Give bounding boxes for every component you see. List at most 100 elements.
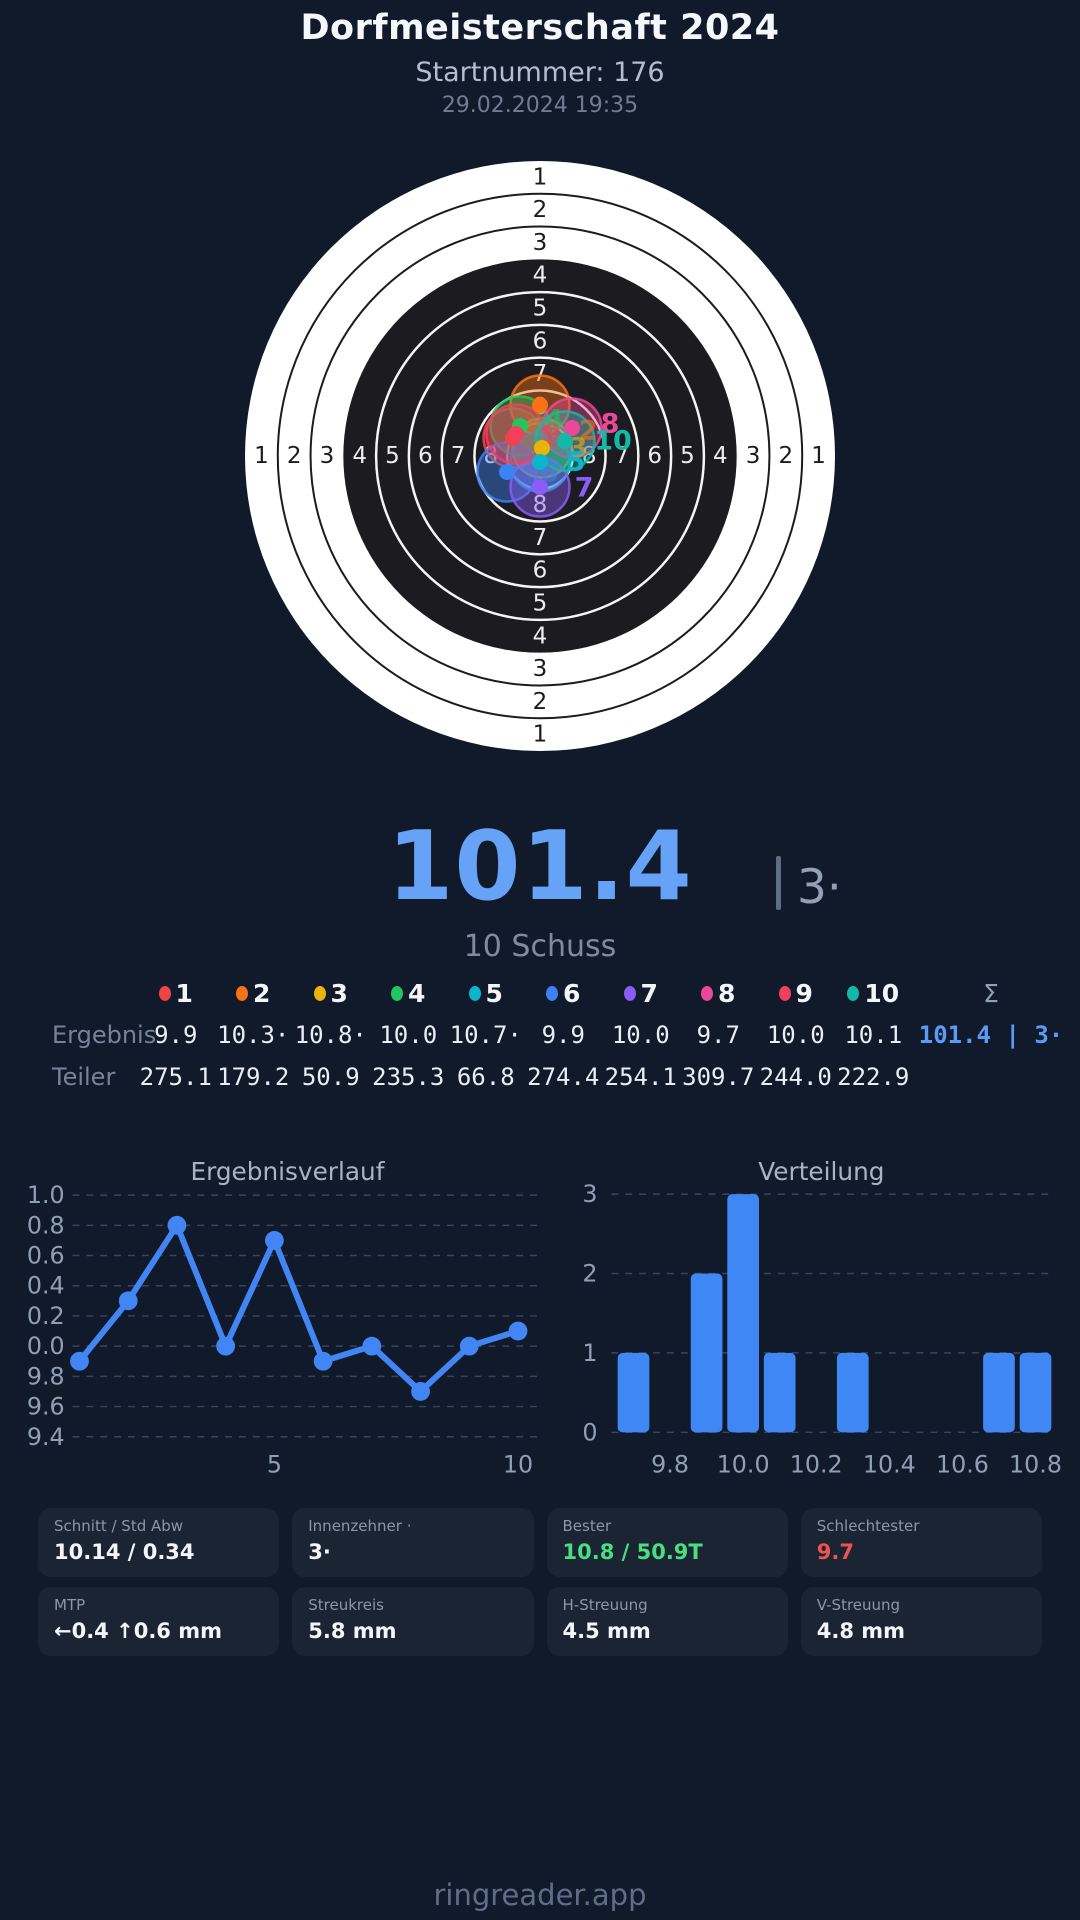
shot-center-6	[499, 464, 515, 480]
legend-item-6: 6	[525, 979, 603, 1008]
ergebnis-value-9: 10.0	[766, 1021, 825, 1049]
ring-number-1: 1	[254, 443, 269, 469]
inner-tens-summary: 3·	[776, 856, 842, 915]
stat-value: 10.14 / 0.34	[54, 1540, 195, 1564]
legend-item-9: 9	[757, 979, 835, 1008]
ring-number-1: 1	[811, 443, 826, 469]
data-point-9	[459, 1336, 479, 1356]
bar-10.1	[763, 1352, 796, 1433]
stat-card-8: V-Streuung 4.8 mm	[800, 1587, 1042, 1656]
legend-item-10: 10	[835, 979, 913, 1008]
row-label-ergebnis: Ergebnis	[52, 1021, 157, 1049]
data-point-3	[167, 1215, 187, 1235]
stat-label: Innenzehner ·	[308, 1517, 412, 1535]
legend-item-3: 3	[292, 979, 370, 1008]
ergebnis-value-1: 9.9	[154, 1021, 198, 1049]
ergebnis-value-7: 10.0	[611, 1021, 670, 1049]
y-tick-label: 11.0	[25, 1181, 65, 1209]
shot-label-10: 10	[594, 426, 632, 457]
bar-9.9	[690, 1273, 723, 1433]
ring-number-5: 5	[533, 591, 548, 617]
stat-label: MTP	[54, 1596, 86, 1614]
x-tick-label: 10.0	[717, 1451, 770, 1479]
teiler-value-4: 235.3	[372, 1063, 445, 1091]
ring-number-1: 1	[533, 722, 548, 748]
row-label-teiler: Teiler	[52, 1063, 116, 1091]
legend-number-2: 2	[253, 978, 271, 1008]
ring-number-4: 4	[533, 623, 548, 649]
shot-center-7	[532, 479, 548, 495]
y-tick-label: 10.6	[25, 1242, 65, 1270]
ring-number-3: 3	[746, 443, 761, 469]
ring-circle	[374, 290, 706, 622]
legend-number-7: 7	[640, 978, 658, 1008]
y-tick-label: 10.8	[25, 1211, 65, 1239]
ring-number-3: 3	[533, 656, 548, 682]
total-score: 101.4	[387, 812, 693, 922]
stat-label: Bester	[562, 1517, 612, 1535]
ring-number-4: 4	[713, 443, 728, 469]
ergebnis-value-6: 9.9	[541, 1021, 585, 1049]
shot-label-7: 7	[575, 473, 594, 504]
start-number: Startnummer: 176	[415, 57, 665, 88]
data-point-8	[411, 1382, 430, 1401]
legend-item-8: 8	[680, 979, 758, 1008]
teiler-value-6: 274.4	[527, 1063, 600, 1091]
stat-label: Streukreis	[308, 1596, 384, 1614]
y-tick-label: 1	[582, 1339, 597, 1367]
shot-label-8: 8	[601, 409, 620, 440]
y-tick-label: 2	[582, 1260, 597, 1288]
legend-item-2: 2	[215, 979, 293, 1008]
stat-value: 4.5 mm	[562, 1619, 651, 1643]
stat-card-2: Innenzehner · 3·	[292, 1508, 534, 1577]
legend-dot-1	[158, 985, 171, 1001]
legend-number-6: 6	[563, 978, 581, 1008]
ergebnis-value-4: 10.0	[379, 1021, 438, 1049]
teiler-value-10: 222.9	[837, 1063, 910, 1091]
ring-number-2: 2	[533, 689, 548, 715]
ring-number-6: 6	[647, 443, 662, 469]
shot-center-10	[557, 433, 573, 449]
stat-value: 9.7	[816, 1540, 854, 1564]
legend-number-8: 8	[718, 978, 736, 1008]
shot-label-9: 9	[543, 419, 562, 450]
legend-number-1: 1	[175, 978, 193, 1008]
session-datetime: 29.02.2024 19:35	[441, 93, 639, 118]
shot-count-label: 10 Schuss	[463, 929, 617, 964]
inner-tens-count: 3·	[797, 860, 842, 915]
teiler-value-2: 179.2	[217, 1063, 290, 1091]
data-point-1	[70, 1351, 89, 1371]
ring-number-2: 2	[287, 443, 302, 469]
shot-center-3	[534, 440, 550, 456]
stat-value: 4.8 mm	[816, 1619, 906, 1643]
stat-value: ←0.4 ↑0.6 mm	[54, 1619, 222, 1643]
x-tick-label: 10.6	[936, 1451, 989, 1479]
score-block: 101.4 3· 10 Schuss	[0, 812, 1080, 965]
ring-number-3: 3	[533, 230, 548, 256]
ergebnis-value-2: 10.3·	[217, 1021, 290, 1049]
teiler-value-7: 254.1	[604, 1063, 677, 1091]
divider-bar	[776, 856, 781, 910]
legend-number-10: 10	[864, 978, 900, 1008]
legend-number-3: 3	[330, 978, 348, 1008]
ring-number-6: 6	[418, 443, 433, 469]
distribution-bar-chart: Verteilung 0 1 2 3 9.8 10.0 10.2 10.4 10.6 10.8	[582, 1157, 1062, 1479]
shot-center-2	[532, 397, 548, 413]
stat-label: H-Streuung	[562, 1596, 648, 1614]
bar-10.8	[1019, 1352, 1052, 1433]
legend-number-5: 5	[485, 978, 503, 1008]
ring-number-3: 3	[320, 443, 335, 469]
ring-circle	[473, 389, 607, 523]
legend-sigma: Σ	[983, 978, 999, 1008]
ring-circle	[276, 192, 804, 720]
y-tick-label: 10.2	[25, 1302, 65, 1330]
ring-number-6: 6	[533, 558, 548, 584]
teiler-value-9: 244.0	[759, 1063, 832, 1091]
teiler-value-3: 50.9	[301, 1063, 360, 1091]
ring-number-2: 2	[779, 443, 794, 469]
shot-center-9	[508, 426, 524, 442]
bar-10.3	[836, 1352, 869, 1433]
shot-center-8	[564, 420, 580, 436]
ergebnis-sum: 101.4 | 3·	[918, 1021, 1064, 1049]
